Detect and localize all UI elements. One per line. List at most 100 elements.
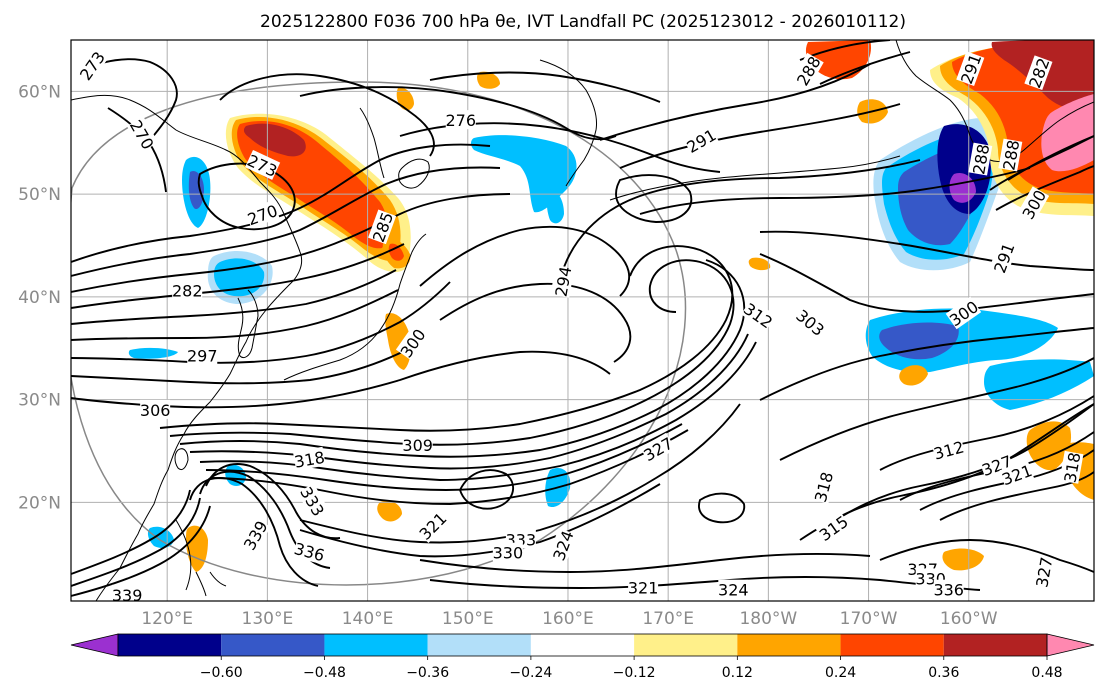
colorbar-segment bbox=[840, 634, 944, 656]
contour-label: 306 bbox=[140, 399, 171, 420]
contour-label-bg bbox=[415, 508, 450, 543]
colorbar-segment bbox=[737, 634, 841, 656]
contour-282 bbox=[71, 143, 491, 263]
contour-label-bg bbox=[402, 434, 433, 454]
lon-label: 180°W bbox=[739, 609, 797, 629]
contour-low-333 bbox=[299, 483, 661, 558]
colorbar-tick-label: 0.48 bbox=[1031, 665, 1062, 681]
colorbar-segment bbox=[324, 634, 428, 656]
contour-label-text: 330 bbox=[493, 544, 524, 563]
lat-label: 30°N bbox=[18, 391, 61, 411]
contour-318-e bbox=[819, 403, 1094, 531]
colorbar-tick-label: 0.12 bbox=[722, 665, 753, 681]
coast-philippines bbox=[175, 519, 227, 597]
contour-label-bg bbox=[809, 469, 837, 504]
colorbar-tick-label: −0.12 bbox=[613, 665, 656, 681]
contour-297-w bbox=[71, 289, 399, 341]
contour-label-text: 309 bbox=[402, 436, 433, 455]
contour-294-c bbox=[419, 225, 630, 297]
contour-339 bbox=[71, 497, 201, 587]
lat-label: 60°N bbox=[18, 82, 61, 102]
contour-label: 276 bbox=[445, 110, 476, 130]
contour-336-b bbox=[71, 489, 191, 575]
contour-309-e bbox=[779, 357, 1094, 461]
lon-label: 170°W bbox=[840, 609, 898, 629]
contour-309 bbox=[159, 245, 734, 432]
contour-label-bg bbox=[998, 138, 1023, 172]
contour-label-bg bbox=[1031, 555, 1056, 589]
contour-327 bbox=[209, 429, 689, 505]
contour-label-bg bbox=[292, 538, 327, 565]
contour-label-text: 306 bbox=[140, 401, 171, 420]
coast-taiwan bbox=[174, 448, 189, 471]
contour-label-bg bbox=[492, 542, 523, 562]
contour-273-nw bbox=[81, 58, 178, 141]
shade-se-small-orange bbox=[899, 365, 928, 386]
colorbar-segment bbox=[943, 634, 1047, 656]
contour-low-cell-2 bbox=[698, 492, 746, 524]
colorbar-tick-label: 0.36 bbox=[928, 665, 959, 681]
lon-label: 160°W bbox=[940, 609, 998, 629]
shade-jp-south-orange bbox=[477, 71, 500, 89]
contour-label-bg bbox=[683, 124, 719, 156]
contour-label-bg bbox=[126, 116, 159, 153]
contour-label-bg bbox=[550, 264, 575, 298]
contour-300-w bbox=[71, 281, 451, 364]
contour-303-e bbox=[759, 253, 1094, 313]
contour-label: 294 bbox=[550, 264, 575, 298]
contour-label-text: 339 bbox=[112, 586, 143, 605]
coast-sakhalin bbox=[359, 107, 385, 179]
shade-mid-orange bbox=[377, 500, 402, 522]
contour-ne-3 bbox=[989, 135, 1094, 191]
shade-okhotsk-red bbox=[237, 120, 388, 249]
contour-label-bg bbox=[445, 110, 476, 130]
contour-low-cell-3 bbox=[615, 174, 693, 223]
contour-label-text: 276 bbox=[445, 111, 476, 130]
contour-330 bbox=[205, 463, 341, 540]
figure-title: 2025122800 F036 700 hPa θe, IVT Landfall… bbox=[260, 12, 906, 32]
contour-label-text: 324 bbox=[718, 581, 749, 600]
map-frame bbox=[70, 39, 1095, 602]
contour-288 bbox=[71, 193, 511, 293]
contour-label: 324 bbox=[718, 579, 749, 600]
contour-label-bg bbox=[1059, 450, 1084, 484]
shade-cp-orange-small bbox=[748, 257, 771, 271]
lat-label: 40°N bbox=[18, 288, 61, 308]
contour-300-e bbox=[759, 230, 1094, 271]
contour-312 bbox=[169, 259, 735, 446]
contour-312-e bbox=[879, 395, 1094, 471]
contour-294-w bbox=[71, 269, 397, 325]
contour-label-text: 297 bbox=[187, 346, 218, 365]
shade-east-blue bbox=[984, 359, 1094, 410]
colorbar: −0.60 −0.48 −0.36 −0.24 −0.12 0.12 0.24 0.36 0.4… bbox=[70, 633, 1095, 681]
contour-315 bbox=[179, 259, 746, 458]
colorbar-segment bbox=[427, 634, 531, 656]
lon-label: 170°E bbox=[642, 609, 694, 629]
coast-japan-honshu bbox=[283, 233, 427, 381]
contour-294-e bbox=[559, 159, 921, 281]
shade-cpac-blue-2 bbox=[546, 189, 564, 224]
contour-label-bg bbox=[187, 345, 218, 365]
contour-label-text: 321 bbox=[628, 579, 659, 598]
contour-291-w bbox=[71, 243, 405, 309]
colorbar-tick-label: −0.60 bbox=[200, 665, 243, 681]
colorbar-segment bbox=[118, 634, 222, 656]
contour-label-bg bbox=[999, 460, 1035, 489]
shade-okhotsk-darkred bbox=[243, 123, 306, 157]
contour-label: 330 bbox=[492, 542, 524, 563]
contour-label-bg bbox=[968, 142, 993, 176]
contour-label-bg bbox=[956, 51, 985, 86]
colorbar-tick-label: −0.24 bbox=[509, 665, 552, 681]
contour-label-bg bbox=[395, 325, 429, 361]
contour-303-c bbox=[439, 282, 632, 363]
shade-japan-north-red bbox=[388, 243, 404, 261]
contour-label: 318 bbox=[293, 446, 326, 472]
lon-label: 160°E bbox=[542, 609, 594, 629]
contour-label-bg bbox=[931, 436, 966, 463]
lon-label: 120°E bbox=[141, 609, 193, 629]
contour-label: 336 bbox=[933, 579, 964, 600]
contour-label-bg bbox=[718, 579, 749, 599]
lon-label: 150°E bbox=[442, 609, 494, 629]
lat-axis-labels: 60°N 50°N 40°N 30°N 20°N bbox=[18, 82, 61, 513]
